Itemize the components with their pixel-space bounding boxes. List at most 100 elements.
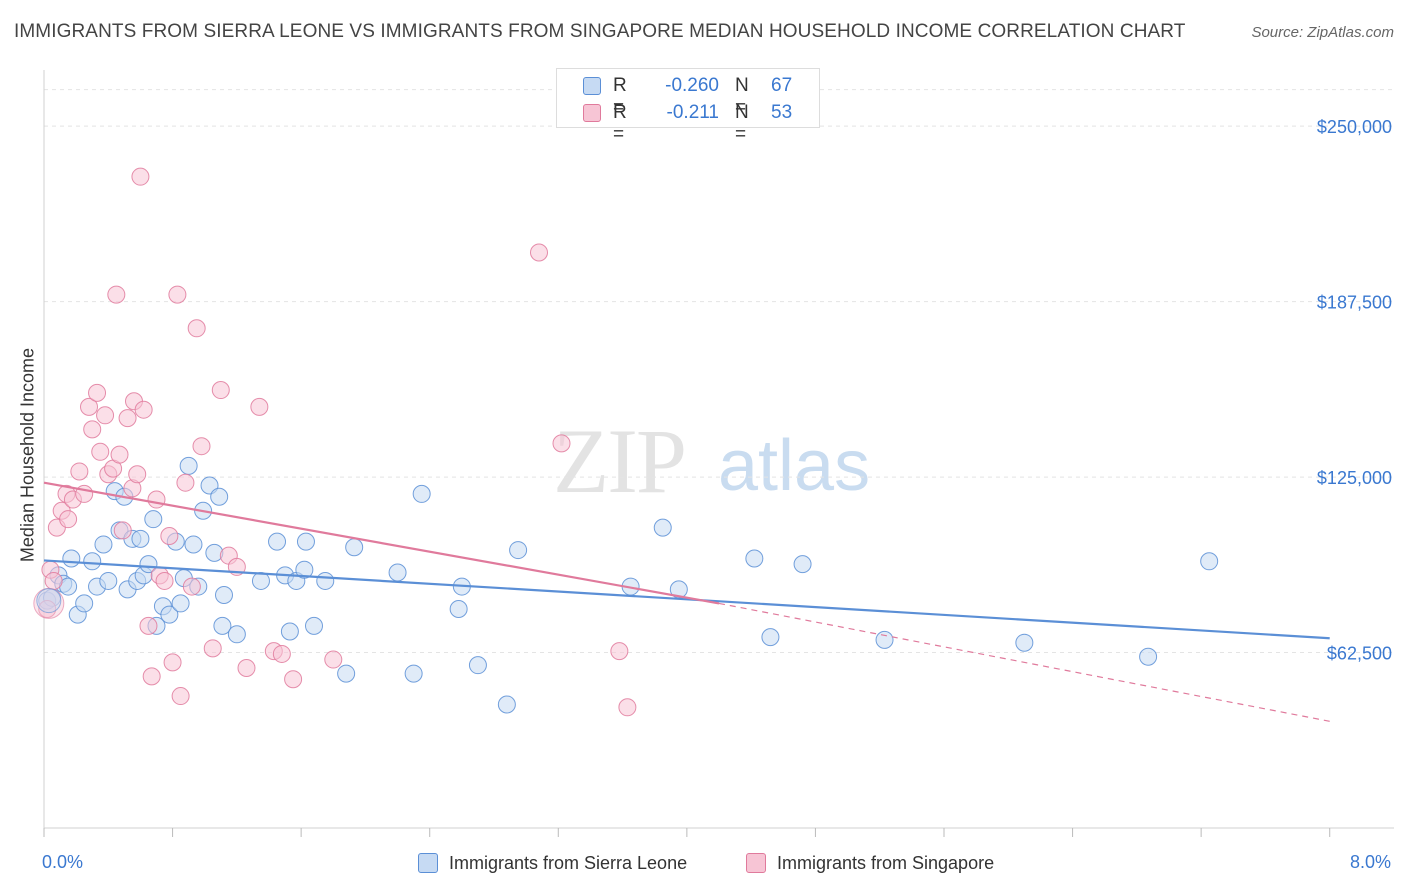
point-sierra-leone: [345, 538, 364, 557]
point-sierra-leone: [1015, 633, 1034, 652]
legend-swatch-pink: [746, 853, 766, 873]
point-singapore: [324, 650, 343, 669]
watermark-zip: ZIP: [553, 410, 685, 512]
point-sierra-leone: [316, 571, 335, 590]
point-singapore: [134, 400, 153, 419]
point-singapore: [284, 670, 303, 689]
point-sierra-leone: [83, 552, 102, 571]
point-sierra-leone: [296, 532, 315, 551]
y-tick-label: $125,000: [1317, 468, 1392, 488]
chart-title: IMMIGRANTS FROM SIERRA LEONE VS IMMIGRAN…: [14, 21, 1186, 42]
point-sierra-leone: [412, 484, 431, 503]
legend-r-label: R =: [613, 75, 627, 118]
grid: [44, 89, 1394, 654]
point-singapore: [38, 600, 57, 619]
point-singapore: [59, 510, 78, 529]
x-tick-label-max: 8.0%: [1350, 852, 1392, 872]
point-sierra-leone: [139, 555, 158, 574]
point-singapore: [142, 667, 161, 686]
point-singapore: [272, 644, 291, 663]
legend-label: Immigrants from Singapore: [777, 853, 995, 873]
trend-line-singapore: [43, 481, 720, 605]
legend-n-label: N =: [735, 75, 749, 118]
point-sierra-leone: [215, 585, 233, 604]
legend-n-value: 53: [771, 102, 793, 123]
y-tick-label: $250,000: [1317, 117, 1392, 137]
point-singapore: [113, 521, 132, 540]
point-sierra-leone: [251, 571, 270, 590]
point-sierra-leone: [75, 594, 94, 613]
point-singapore: [83, 420, 102, 439]
point-sierra-leone: [1200, 552, 1219, 571]
point-sierra-leone: [404, 664, 423, 683]
point-sierra-leone: [160, 605, 179, 624]
legend-swatch-pink: [583, 104, 601, 122]
point-sierra-leone: [99, 571, 118, 590]
point-sierra-leone: [388, 563, 407, 582]
point-sierra-leone: [305, 616, 323, 635]
point-singapore: [118, 409, 137, 428]
point-singapore: [618, 698, 637, 717]
x-tick-label-min: 0.0%: [42, 852, 84, 872]
point-sierra-leone: [179, 456, 198, 475]
point-sierra-leone: [761, 628, 780, 647]
y-tick-labels: $62,500 $125,000 $187,500 $250,000: [1317, 117, 1392, 663]
point-singapore: [147, 490, 166, 509]
point-sierra-leone: [653, 518, 672, 537]
point-sierra-leone: [131, 529, 150, 548]
point-sierra-leone: [793, 555, 812, 574]
point-sierra-leone: [1139, 647, 1158, 666]
point-singapore: [160, 527, 179, 546]
point-singapore: [139, 616, 158, 635]
point-sierra-leone: [449, 600, 468, 619]
point-singapore: [155, 571, 174, 590]
point-singapore: [187, 319, 206, 338]
legend-swatch-blue: [418, 853, 438, 873]
point-sierra-leone: [509, 541, 528, 560]
point-sierra-leone: [745, 549, 764, 568]
point-singapore: [131, 167, 150, 186]
point-sierra-leone: [337, 664, 356, 683]
point-sierra-leone: [213, 616, 232, 635]
point-sierra-leone: [227, 625, 246, 644]
point-singapore: [88, 383, 107, 402]
point-sierra-leone: [144, 510, 163, 529]
point-sierra-leone: [295, 560, 314, 579]
point-singapore: [237, 658, 256, 677]
point-sierra-leone: [94, 535, 113, 554]
point-singapore: [203, 639, 222, 658]
points: [33, 167, 1219, 717]
point-singapore: [176, 473, 195, 492]
y-tick-label: $187,500: [1317, 293, 1392, 313]
trend-line-sierra-leone: [43, 559, 1330, 640]
trend-line-singapore-extension: [718, 602, 1330, 722]
point-singapore: [530, 243, 548, 262]
point-singapore: [44, 571, 63, 590]
legend-r-value: -0.211: [666, 102, 719, 123]
point-sierra-leone: [280, 622, 299, 641]
legend-label: Immigrants from Sierra Leone: [449, 853, 688, 873]
legend-r-label: R =: [613, 102, 627, 145]
axes: [43, 70, 1394, 837]
point-singapore: [552, 434, 571, 453]
y-tick-label: $62,500: [1327, 644, 1392, 664]
legend-r-value: -0.260: [665, 75, 719, 96]
point-singapore: [182, 577, 201, 596]
point-sierra-leone: [497, 695, 516, 714]
point-singapore: [91, 442, 110, 461]
legend-n-label: N =: [735, 102, 749, 145]
point-sierra-leone: [210, 487, 229, 506]
point-sierra-leone: [184, 535, 203, 554]
point-singapore: [80, 397, 98, 416]
point-singapore: [110, 445, 129, 464]
point-singapore: [107, 285, 126, 304]
point-sierra-leone: [171, 594, 190, 613]
point-singapore: [163, 653, 182, 672]
point-sierra-leone: [875, 630, 894, 649]
point-singapore: [250, 397, 269, 416]
point-singapore: [70, 462, 89, 481]
source-label: Source: ZipAtlas.com: [1251, 24, 1394, 41]
point-singapore: [168, 285, 187, 304]
point-singapore: [128, 465, 147, 484]
